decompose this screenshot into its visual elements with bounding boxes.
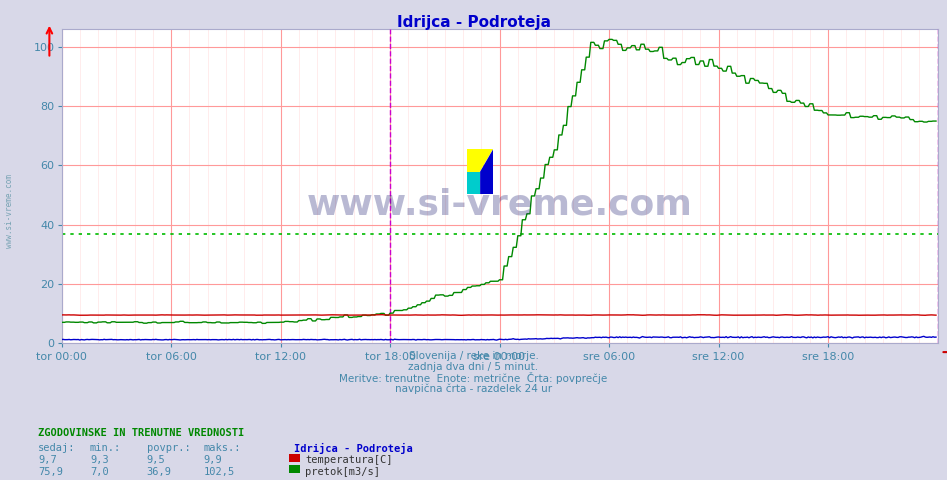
Text: ZGODOVINSKE IN TRENUTNE VREDNOSTI: ZGODOVINSKE IN TRENUTNE VREDNOSTI <box>38 428 244 438</box>
Text: maks.:: maks.: <box>204 443 241 453</box>
Text: Meritve: trenutne  Enote: metrične  Črta: povprečje: Meritve: trenutne Enote: metrične Črta: … <box>339 372 608 384</box>
Polygon shape <box>480 149 493 194</box>
Text: Slovenija / reke in morje.: Slovenija / reke in morje. <box>408 351 539 361</box>
Text: povpr.:: povpr.: <box>147 443 190 453</box>
Text: min.:: min.: <box>90 443 121 453</box>
Text: 9,7: 9,7 <box>38 455 57 465</box>
Text: 7,0: 7,0 <box>90 467 109 477</box>
Text: 102,5: 102,5 <box>204 467 235 477</box>
Text: 75,9: 75,9 <box>38 467 63 477</box>
Text: pretok[m3/s]: pretok[m3/s] <box>305 467 380 477</box>
Text: Idrijca - Podroteja: Idrijca - Podroteja <box>397 15 550 30</box>
Text: temperatura[C]: temperatura[C] <box>305 455 392 465</box>
Text: zadnja dva dni / 5 minut.: zadnja dva dni / 5 minut. <box>408 362 539 372</box>
Text: 9,9: 9,9 <box>204 455 223 465</box>
Text: sedaj:: sedaj: <box>38 443 76 453</box>
Text: navpična črta - razdelek 24 ur: navpična črta - razdelek 24 ur <box>395 383 552 394</box>
Polygon shape <box>467 149 493 194</box>
Text: 9,3: 9,3 <box>90 455 109 465</box>
Polygon shape <box>467 172 480 194</box>
Text: www.si-vreme.com: www.si-vreme.com <box>5 174 14 248</box>
Text: 9,5: 9,5 <box>147 455 166 465</box>
Text: www.si-vreme.com: www.si-vreme.com <box>307 188 692 222</box>
Polygon shape <box>467 172 480 194</box>
Text: Idrijca - Podroteja: Idrijca - Podroteja <box>294 443 412 454</box>
Text: 36,9: 36,9 <box>147 467 171 477</box>
